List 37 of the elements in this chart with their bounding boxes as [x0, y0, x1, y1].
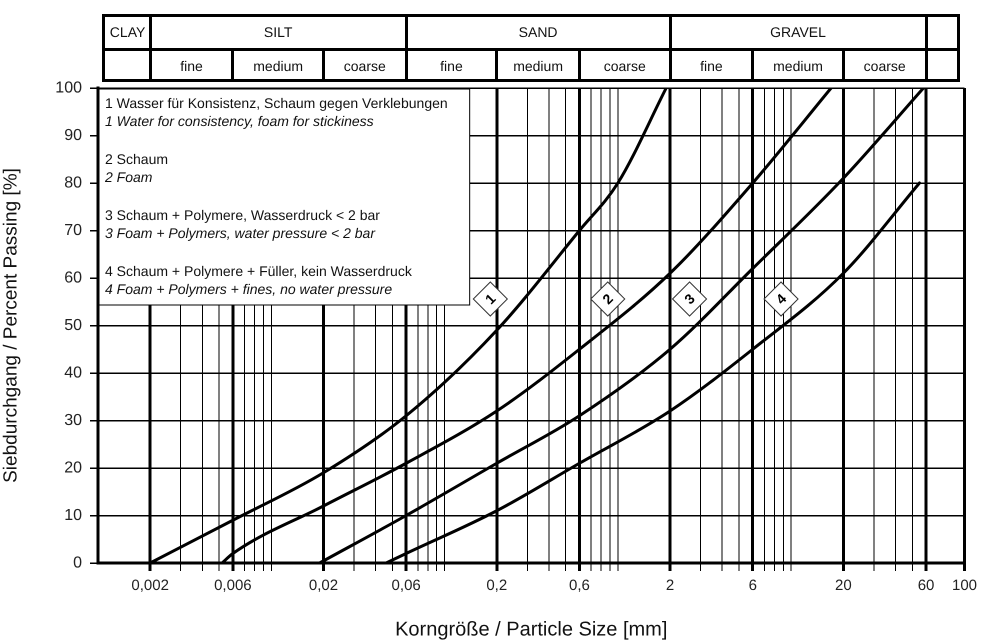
- soil-class-table: CLAY SILT SAND GRAVEL fine medium coarse fine medium coarse fine medium coarse: [102, 14, 960, 82]
- annotation: 4 Foam + Polymers + fines, no water pressure: [105, 280, 392, 297]
- x-tick-label: 0,006: [214, 577, 252, 594]
- annotation: 1 Water for consistency, foam for stickiness: [105, 112, 374, 129]
- annotation: 3 Schaum + Polymere, Wasserdruck < 2 bar: [105, 206, 380, 223]
- x-tick-label: 0,06: [392, 577, 421, 594]
- y-tick-label: 60: [64, 269, 82, 286]
- x-tick-label: 0,02: [308, 577, 338, 594]
- y-tick-label: 90: [64, 126, 82, 144]
- annotation: 1 Wasser für Konsistenz, Schaum gegen Verklebungen: [105, 94, 448, 111]
- x-tick-label: 0,2: [486, 577, 508, 594]
- y-tick-label: 40: [64, 364, 82, 382]
- x-axis-title: Korngröße / Particle Size [mm]: [395, 618, 668, 641]
- y-tick-label: 10: [64, 506, 82, 524]
- annotation: 3 Foam + Polymers, water pressure < 2 bar: [105, 224, 376, 241]
- y-axis-title: Siebdurchgang / Percent Passing [%]: [0, 168, 22, 483]
- text: 3: [681, 290, 698, 308]
- y-tick-label: 0: [73, 554, 82, 572]
- annotation: 2 Foam: [104, 168, 153, 185]
- annotation: 4 Schaum + Polymere + Füller, kein Wasserdruck: [105, 262, 413, 279]
- x-tick-label: 100: [952, 577, 977, 594]
- x-tick-label: 0,002: [131, 577, 169, 594]
- y-tick-label: 100: [55, 79, 82, 96]
- y-tick-label: 80: [64, 174, 82, 192]
- x-tick-label: 6: [748, 577, 757, 594]
- text: 4: [772, 290, 790, 308]
- y-tick-label: 70: [64, 222, 82, 239]
- x-tick-label: 0,6: [569, 577, 590, 594]
- y-tick-label: 20: [64, 459, 82, 476]
- y-tick-label: 50: [64, 316, 82, 334]
- text: 1: [482, 290, 499, 308]
- annotation: 2 Schaum: [105, 150, 168, 167]
- y-tick-label: 30: [64, 412, 82, 429]
- x-tick-label: 20: [835, 577, 852, 594]
- x-tick-label: 2: [666, 577, 674, 594]
- text: 2: [599, 290, 616, 308]
- x-tick-label: 60: [918, 577, 934, 594]
